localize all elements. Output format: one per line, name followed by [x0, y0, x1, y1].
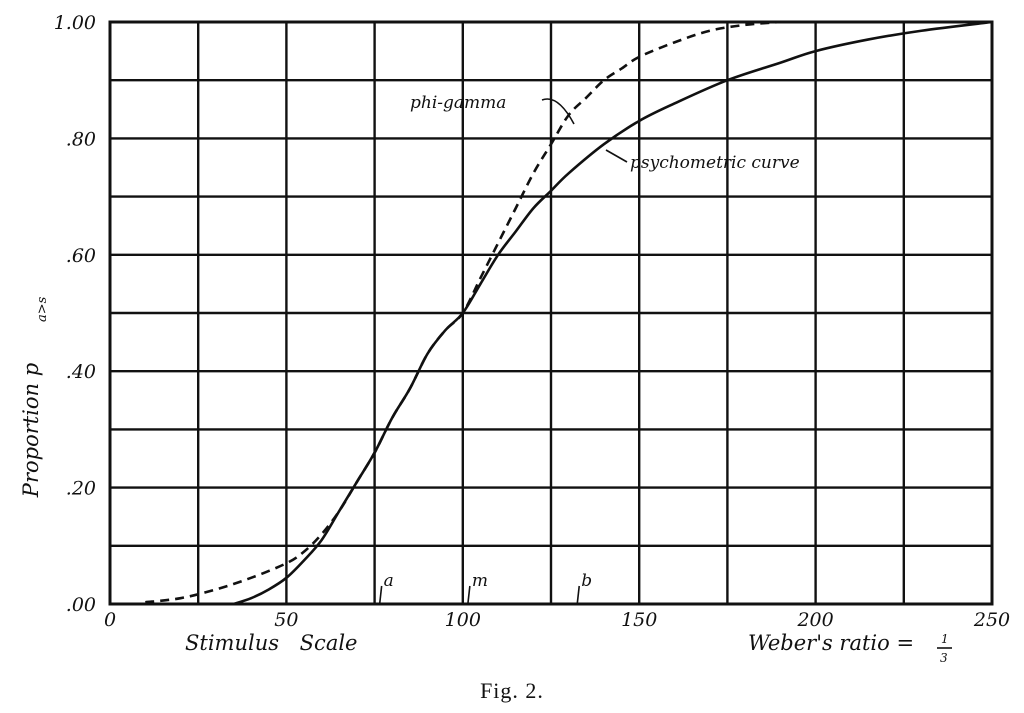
x-tick-label: 200: [796, 609, 833, 631]
y-axis-label: Proportion p a>s: [19, 296, 50, 498]
x-axis-label: Stimulus Scale: [185, 631, 357, 655]
weber-ratio-text: Weber's ratio =: [748, 631, 914, 655]
plot-frame: [108, 20, 994, 606]
y-tick-label: .00: [66, 594, 96, 616]
x-tick-label: 250: [973, 609, 1010, 631]
tick-layer: 0 50 100 150 200 250 .00 .20 .40 .60 .80 1.00: [54, 12, 1010, 631]
marker-tick-m: [467, 585, 471, 605]
y-axis-label-text: Proportion p: [19, 363, 43, 498]
series-line-phi-gamma: [145, 20, 781, 604]
y-axis-label-subscript: a>s: [35, 296, 50, 322]
leader-line-psychometric-curve: [605, 149, 628, 163]
x-tick-label: 150: [621, 609, 657, 631]
marker-label-b: b: [581, 571, 592, 591]
weber-ratio-label: Weber's ratio = 1 3: [748, 631, 952, 665]
figure-caption: Fig. 2.: [480, 678, 544, 703]
marker-label-a: a: [384, 571, 394, 591]
y-tick-label: .60: [66, 245, 96, 267]
series-layer: phi-gamma psychometric curve: [145, 20, 993, 606]
svg-text:1: 1: [941, 632, 949, 646]
y-tick-label: .40: [66, 361, 96, 383]
series-line-psychometric-curve: [233, 20, 993, 606]
x-tick-label: 0: [104, 609, 116, 631]
weber-ratio-fraction-icon: 1 3: [937, 632, 952, 665]
x-tick-label: 50: [274, 609, 298, 631]
svg-text:3: 3: [940, 651, 948, 665]
annotation-phi-gamma: phi-gamma: [410, 93, 506, 113]
y-tick-label: .20: [66, 478, 96, 500]
grid-layer: [110, 22, 992, 604]
leader-line-phi-gamma: [541, 98, 575, 125]
marker-tick-a: [378, 585, 383, 605]
x-tick-label: 100: [445, 609, 481, 631]
marker-tick-b: [576, 585, 581, 605]
annotation-psychometric-curve: psychometric curve: [630, 153, 800, 173]
y-tick-label: 1.00: [54, 12, 96, 34]
marker-label-m: m: [472, 571, 488, 591]
y-tick-label: .80: [66, 128, 96, 150]
